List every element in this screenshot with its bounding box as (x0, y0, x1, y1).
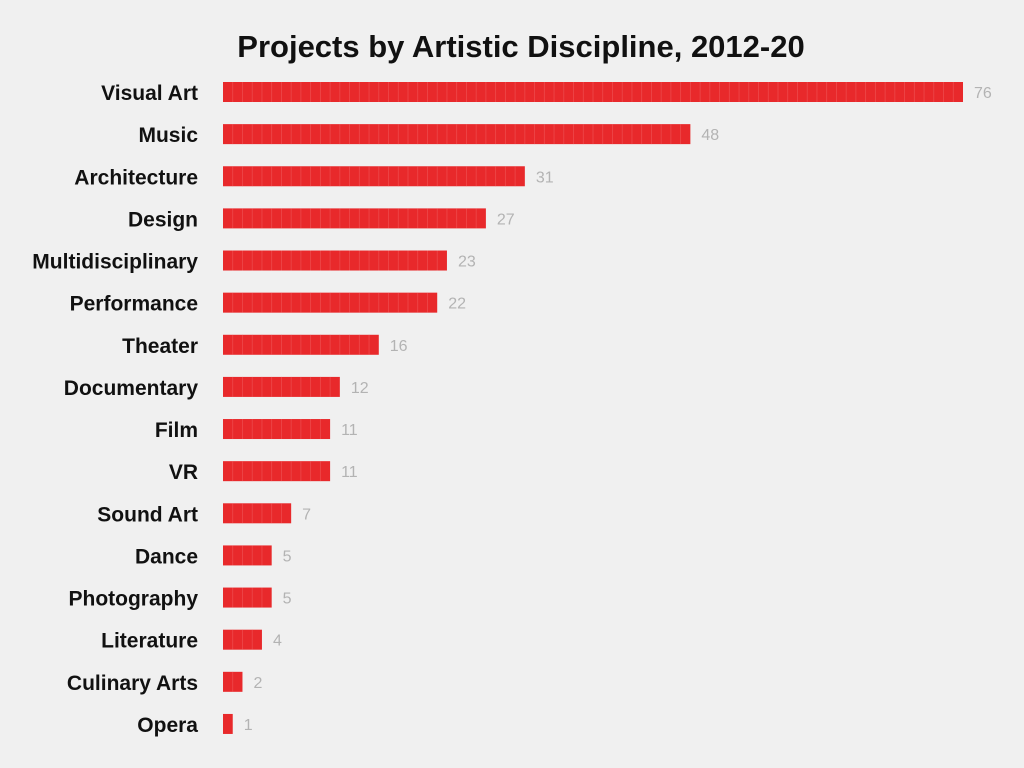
value-label: 12 (351, 380, 369, 397)
value-label: 7 (302, 506, 311, 523)
category-label: Visual Art (101, 82, 198, 105)
value-label: 16 (390, 338, 408, 355)
bar-row: Culinary Arts 2 (67, 671, 262, 695)
bar (223, 545, 272, 566)
bar-unit-segments (232, 292, 428, 313)
category-label: Film (155, 419, 198, 442)
bar-row: Dance 5 (135, 545, 292, 568)
bar-unit-segments (232, 82, 954, 102)
category-label: Multidisciplinary (32, 251, 198, 274)
bar-row: Opera 1 (137, 713, 253, 737)
category-label: Architecture (74, 166, 198, 189)
category-label: Literature (101, 630, 198, 653)
bar-row: Film 11 (155, 419, 358, 442)
value-label: 23 (458, 254, 476, 271)
category-label: Dance (135, 545, 198, 568)
bar-row: Theater 16 (122, 334, 408, 358)
bar-unit-segments (232, 503, 282, 524)
value-label: 22 (448, 296, 466, 313)
chart-title: Projects by Artistic Discipline, 2012-20 (237, 29, 804, 64)
bar (223, 208, 486, 229)
bar-row: Literature 4 (101, 629, 282, 653)
bar-row: Multidisciplinary 23 (32, 251, 476, 274)
bar-unit-segments (232, 208, 477, 229)
category-label: Theater (122, 335, 198, 358)
value-label: 5 (283, 591, 292, 608)
value-label: 5 (283, 548, 292, 565)
bar (223, 587, 272, 608)
bar-unit-segments (232, 376, 331, 397)
value-label: 11 (341, 464, 358, 481)
bar (223, 166, 525, 187)
bar-unit-segments (232, 587, 263, 608)
bar-unit-segments (232, 419, 321, 440)
category-label: Design (128, 208, 198, 231)
bar (223, 713, 233, 734)
value-label: 27 (497, 211, 515, 228)
value-label: 31 (536, 169, 554, 186)
bar (223, 503, 292, 524)
bar-row: Sound Art 7 (97, 503, 311, 526)
bar-unit-segments (232, 250, 438, 271)
bar-row: Photography 5 (69, 587, 292, 611)
bar-unit-segments (232, 545, 263, 566)
bar-unit-segments (232, 124, 682, 145)
bar-row: Visual Art 76 (101, 82, 992, 105)
value-label: 76 (974, 85, 992, 102)
value-label: 11 (341, 422, 358, 439)
category-label: Culinary Arts (67, 672, 198, 695)
bar-unit-segments (232, 166, 516, 187)
bars-layer: Visual Art 76 Music 48 Architecture 31 Design 2… (32, 82, 992, 737)
category-label: Photography (69, 588, 199, 611)
bar-unit-segments (232, 461, 321, 482)
bar (223, 419, 331, 440)
category-label: Documentary (64, 377, 199, 400)
bar-row: Architecture 31 (74, 166, 554, 189)
value-label: 4 (273, 633, 282, 650)
bar-row: Performance 22 (70, 292, 466, 316)
bar-row: Documentary 12 (64, 376, 369, 400)
bar-row: Music 48 (138, 124, 719, 147)
bar-row: Design 27 (128, 208, 515, 231)
category-label: VR (169, 461, 198, 484)
bar (223, 461, 331, 482)
bar-unit-segments (232, 334, 370, 355)
bar (223, 250, 447, 271)
category-label: Music (138, 124, 198, 147)
value-label: 48 (701, 127, 719, 144)
bar-row: VR 11 (169, 461, 358, 484)
category-label: Sound Art (97, 503, 198, 526)
bar-unit-segments (232, 629, 253, 650)
value-label: 1 (244, 717, 253, 734)
category-label: Performance (70, 293, 198, 316)
category-label: Opera (137, 714, 198, 737)
value-label: 2 (253, 675, 262, 692)
